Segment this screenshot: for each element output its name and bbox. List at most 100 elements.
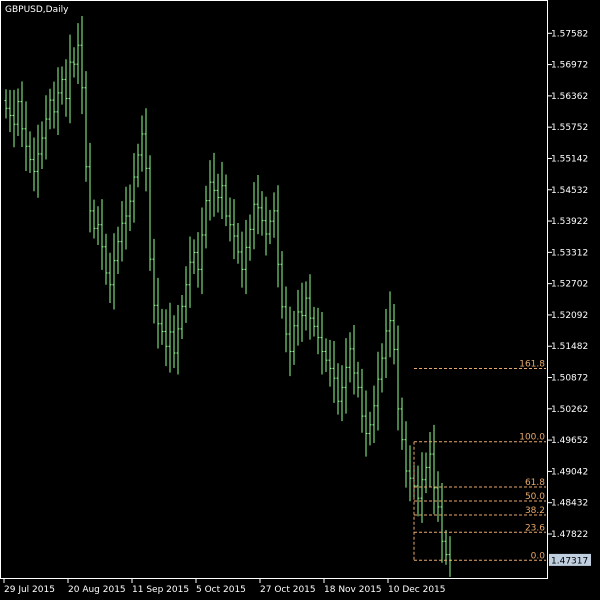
ohlc-bar — [156, 277, 160, 349]
ohlc-bar — [312, 306, 316, 337]
ohlc-bar — [144, 108, 148, 192]
ohlc-bar — [164, 309, 168, 367]
ohlc-bar — [316, 307, 320, 355]
y-tick-label: 1.50872 — [551, 374, 588, 384]
fibo-level-label: 0.0 — [531, 551, 546, 561]
ohlc-bar — [124, 186, 128, 250]
ohlc-bar — [180, 295, 184, 340]
ohlc-bar — [20, 81, 24, 148]
ohlc-bar — [404, 421, 408, 488]
ohlc-bar — [160, 308, 164, 345]
y-tick-label: 1.54532 — [551, 186, 588, 196]
ohlc-bar — [288, 306, 292, 377]
ohlc-bar — [220, 161, 224, 220]
ohlc-bar — [88, 142, 92, 233]
current-price-label: 1.47317 — [549, 553, 591, 566]
ohlc-bar — [224, 174, 228, 227]
ohlc-bar — [360, 368, 364, 433]
ohlc-bar — [32, 137, 36, 192]
ohlc-bar — [128, 184, 132, 232]
current-price-box — [549, 553, 591, 566]
ohlc-bar — [152, 238, 156, 324]
price-axis: 1.57582 1.56972 1.56362 1.55752 1.55142 1.545… — [548, 29, 588, 540]
ohlc-bar — [328, 339, 332, 387]
ohlc-bar — [356, 361, 360, 398]
ohlc-bar — [104, 233, 108, 285]
x-tick-label: 11 Sep 2015 — [132, 585, 189, 595]
y-tick-label: 1.52092 — [551, 311, 588, 321]
ohlc-bar — [252, 182, 256, 250]
ohlc-bar — [16, 88, 20, 136]
y-tick-label: 1.57582 — [551, 29, 588, 39]
y-tick-label: 1.51482 — [551, 342, 588, 352]
ohlc-bar — [396, 325, 400, 431]
x-tick-label: 20 Aug 2015 — [68, 585, 126, 595]
ohlc-bar — [80, 15, 84, 115]
ohlc-bar — [56, 67, 60, 135]
y-tick-label: 1.52702 — [551, 280, 588, 290]
ohlc-bar — [92, 199, 96, 239]
fibo-level-label: 38.2 — [525, 506, 545, 516]
ohlc-bar — [60, 66, 64, 105]
ohlc-bar — [232, 199, 236, 260]
ohlc-bar — [4, 89, 8, 119]
ohlc-bar — [196, 232, 200, 288]
x-tick-label: 29 Jul 2015 — [4, 585, 55, 595]
ohlc-bar — [256, 174, 260, 235]
y-tick-label: 1.56362 — [551, 92, 588, 102]
ohlc-bar — [240, 231, 244, 288]
ohlc-bar — [408, 445, 412, 502]
ohlc-bar — [112, 233, 116, 310]
ohlc-bar — [68, 34, 72, 124]
ohlc-bar — [272, 192, 276, 238]
ohlc-bar — [52, 81, 56, 129]
ohlc-bar — [264, 196, 268, 256]
ohlc-bar — [400, 397, 404, 450]
ohlc-bar — [300, 282, 304, 342]
ohlc-bar — [384, 308, 388, 378]
ohlc-bar — [192, 239, 196, 274]
y-tick-label: 1.50262 — [551, 405, 588, 415]
ohlc-bar — [292, 310, 296, 365]
ohlc-bar — [296, 289, 300, 346]
ohlc-bar — [136, 143, 140, 188]
ohlc-bar — [48, 88, 52, 130]
x-tick-label: 10 Dec 2015 — [388, 585, 446, 595]
y-tick-label: 1.48432 — [551, 499, 588, 509]
fibonacci-retracement[interactable]: 161.8 100.0 61.8 50.0 38.2 23.6 0.0 — [413, 360, 546, 562]
ohlc-bar — [440, 483, 444, 563]
ohlc-bar — [204, 185, 208, 249]
ohlc-bar — [244, 219, 248, 295]
ohlc-bar — [372, 385, 376, 444]
ohlc-bar — [24, 101, 28, 171]
ohlc-bar — [8, 89, 12, 133]
ohlc-bar — [444, 529, 448, 565]
ohlc-bar — [76, 23, 80, 85]
ohlc-bar — [280, 251, 284, 319]
x-tick-label: 27 Oct 2015 — [260, 585, 316, 595]
ohlc-bar — [208, 160, 212, 221]
ohlc-bar — [308, 274, 312, 340]
ohlc-bar — [428, 432, 432, 488]
ohlc-bar — [420, 452, 424, 523]
ohlc-bar — [188, 236, 192, 308]
ohlc-bar — [72, 47, 76, 78]
ohlc-bar — [84, 71, 88, 182]
ohlc-bar — [340, 365, 344, 422]
y-tick-label: 1.55752 — [551, 123, 588, 133]
time-axis: 29 Jul 2015 20 Aug 2015 11 Sep 2015 5 Oct 2… — [3, 579, 446, 595]
y-tick-label: 1.47822 — [551, 530, 588, 540]
ohlc-bar — [108, 252, 112, 304]
ohlc-bar — [200, 207, 204, 295]
ohlc-bar — [388, 291, 392, 358]
ohlc-bar — [376, 351, 380, 431]
ohlc-bar — [416, 465, 420, 517]
ohlc-bar — [332, 340, 336, 403]
ohlc-bar — [172, 315, 176, 369]
ohlc-bar — [28, 131, 32, 173]
x-tick-label: 18 Nov 2015 — [324, 585, 382, 595]
ohlc-bar — [148, 155, 152, 271]
ohlc-bar — [320, 311, 324, 375]
ohlc-bar — [276, 185, 280, 288]
